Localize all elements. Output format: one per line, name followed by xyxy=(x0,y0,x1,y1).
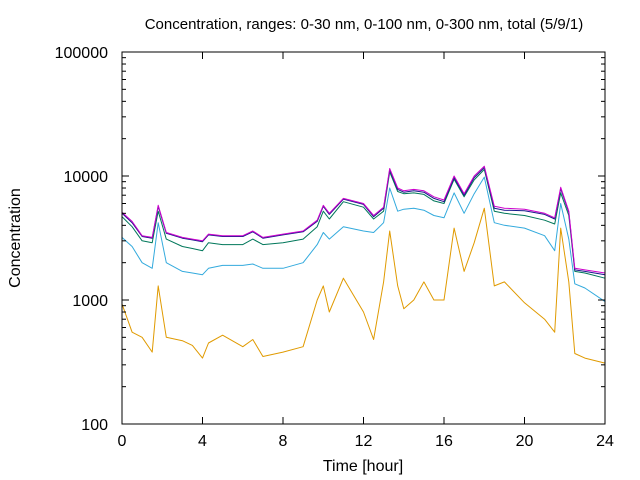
x-tick-label: 16 xyxy=(435,433,453,450)
y-tick-label: 100 xyxy=(81,417,108,434)
y-tick-label: 100000 xyxy=(55,45,108,62)
x-tick-label: 12 xyxy=(355,433,373,450)
tick-layer: 0 4 8 12 16 20 24 100 1000 10000 100000 xyxy=(55,45,614,450)
series-line-2 xyxy=(121,167,606,276)
y-tick-label: 1000 xyxy=(72,293,108,310)
series-line-5 xyxy=(121,207,606,364)
series-line-4 xyxy=(121,176,606,303)
x-tick-label: 20 xyxy=(516,433,534,450)
x-tick-label: 4 xyxy=(198,433,207,450)
plot-frame xyxy=(121,51,606,425)
x-axis-label: Time [hour] xyxy=(323,458,403,475)
series-line-1 xyxy=(121,165,606,274)
series-layer xyxy=(121,165,606,364)
x-tick-label: 24 xyxy=(596,433,614,450)
y-axis-label: Concentration xyxy=(7,188,24,288)
x-tick-label: 0 xyxy=(118,433,127,450)
y-tick-label: 10000 xyxy=(64,169,109,186)
chart-title: Concentration, ranges: 0-30 nm, 0-100 nm… xyxy=(145,16,584,33)
series-line-3 xyxy=(121,168,606,279)
x-tick-label: 8 xyxy=(279,433,288,450)
